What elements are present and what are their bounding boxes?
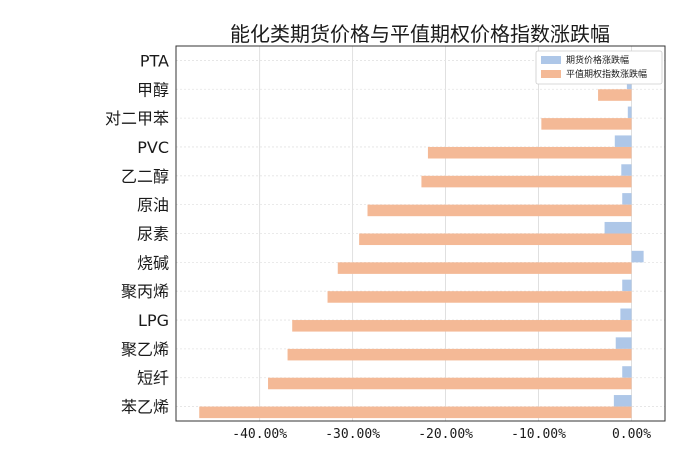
bar-futures [627, 106, 632, 119]
category-label: 原油 [137, 196, 169, 215]
category-label: 烧碱 [137, 253, 169, 272]
legend-label-futures: 期货价格涨跌幅 [566, 54, 629, 66]
legend-swatch-futures [541, 56, 561, 64]
category-label: 短纤 [137, 369, 169, 388]
x-tick-label: -40.00% [232, 427, 287, 442]
category-label: 聚丙烯 [121, 282, 169, 301]
bar-futures [631, 250, 644, 263]
bar-futures [620, 308, 632, 321]
category-label: PTA [140, 51, 169, 70]
x-tick-label: -20.00% [418, 427, 473, 442]
x-axis-ticks: -40.00% -30.00% -20.00% -10.00% 0.00% [232, 427, 651, 442]
bar-options [337, 262, 632, 274]
bar-options [541, 118, 632, 130]
legend-box [535, 50, 663, 85]
bar-options [598, 89, 632, 101]
plot-frame [175, 45, 666, 422]
x-tick-label: -10.00% [511, 427, 566, 442]
x-tick-label: -30.00% [325, 427, 380, 442]
bar-options [359, 233, 632, 246]
bar-options [199, 406, 632, 419]
bar-options [427, 146, 632, 159]
bar-futures [615, 337, 632, 349]
chart-title: 能化类期货价格与平值期权价格指数涨跌幅 [230, 22, 610, 46]
bar-options [367, 204, 632, 217]
bar-futures [622, 279, 632, 292]
bar-futures [613, 395, 632, 407]
category-label: 尿素 [137, 225, 169, 244]
category-label: LPG [138, 311, 169, 330]
bar-futures [622, 366, 632, 378]
bar-futures [604, 221, 632, 234]
bar-futures [614, 135, 632, 147]
legend: 期货价格涨跌幅 平值期权指数涨跌幅 [535, 50, 663, 85]
bar-options [287, 348, 632, 361]
category-label: 甲醇 [137, 80, 169, 99]
bar-options [292, 320, 632, 332]
legend-label-options: 平值期权指数涨跌幅 [566, 68, 647, 80]
legend-swatch-options [541, 70, 561, 78]
category-label: 对二甲苯 [105, 109, 169, 128]
category-label: 苯乙烯 [121, 398, 169, 417]
bars [199, 77, 644, 419]
category-label: 聚乙烯 [121, 340, 169, 359]
bar-futures [621, 164, 632, 176]
bar-options [327, 291, 632, 303]
x-tick-label: 0.00% [612, 427, 651, 442]
bar-options [268, 377, 632, 390]
category-label: PVC [137, 138, 169, 157]
bar-futures [622, 193, 632, 205]
bar-options [421, 175, 632, 188]
category-label: 乙二醇 [121, 167, 169, 186]
